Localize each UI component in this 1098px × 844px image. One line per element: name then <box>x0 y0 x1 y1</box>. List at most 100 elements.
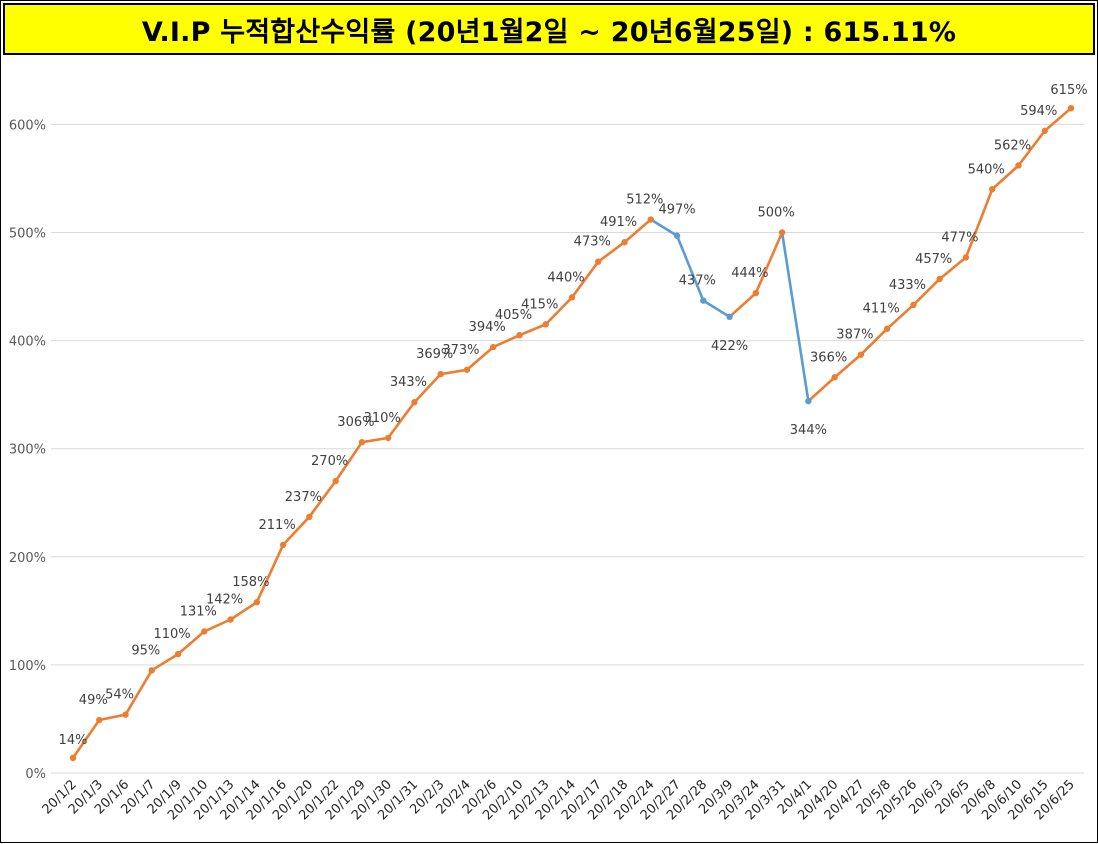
data-label: 237% <box>285 490 322 505</box>
data-label: 49% <box>79 693 108 708</box>
series-segment <box>938 256 968 281</box>
data-label: 270% <box>311 454 348 469</box>
data-point <box>726 313 733 321</box>
data-label: 415% <box>521 297 558 312</box>
data-label: 394% <box>469 320 506 335</box>
data-label: 310% <box>364 411 401 426</box>
series-segment <box>255 543 285 604</box>
series-segment <box>990 164 1020 191</box>
data-label: 473% <box>574 235 611 250</box>
data-label: 540% <box>968 162 1005 177</box>
data-label: 512% <box>626 193 663 208</box>
data-point <box>778 229 786 236</box>
series-segment <box>675 234 705 302</box>
series-segment <box>754 231 784 295</box>
data-point <box>910 301 917 309</box>
data-label: 95% <box>131 643 160 658</box>
data-point <box>253 599 261 606</box>
data-point <box>69 754 77 762</box>
data-label: 369% <box>416 347 453 362</box>
series-segment <box>859 327 889 356</box>
series-segment <box>544 296 574 326</box>
series-segment <box>596 240 626 263</box>
data-label: 211% <box>259 518 296 533</box>
data-label: 594% <box>1020 104 1057 119</box>
data-point <box>647 216 654 223</box>
y-tick-label: 200% <box>9 551 46 566</box>
data-label: 422% <box>711 339 748 354</box>
series-segment <box>71 718 101 760</box>
data-point <box>673 232 681 239</box>
data-label: 158% <box>232 575 269 590</box>
data-label: 343% <box>390 375 427 390</box>
data-point <box>490 343 497 351</box>
series-segment <box>623 218 653 244</box>
series-segment <box>203 618 232 633</box>
y-tick-label: 0% <box>25 767 46 782</box>
data-label: 440% <box>547 270 584 285</box>
data-point <box>227 616 234 623</box>
data-label: 405% <box>495 308 532 323</box>
series-segment <box>780 231 810 403</box>
data-label: 457% <box>915 252 952 267</box>
data-label: 14% <box>59 733 88 748</box>
data-point <box>96 716 103 724</box>
data-point <box>358 439 366 446</box>
y-tick-label: 600% <box>9 118 46 133</box>
data-label: 306% <box>337 415 374 430</box>
data-point <box>332 477 339 485</box>
data-label: 142% <box>206 592 243 607</box>
data-point <box>805 397 812 405</box>
series-segment <box>649 218 679 238</box>
data-label: 110% <box>153 627 190 642</box>
data-label: 500% <box>758 206 795 221</box>
series-segment <box>1017 129 1047 167</box>
series-segment <box>807 376 836 403</box>
data-point <box>831 374 838 381</box>
series-segment <box>176 630 206 656</box>
data-label: 615% <box>1050 83 1087 98</box>
data-point <box>279 541 287 549</box>
data-point <box>384 434 392 442</box>
data-label: 54% <box>105 688 134 703</box>
data-point <box>411 399 418 406</box>
y-tick-label: 300% <box>9 443 46 458</box>
data-point <box>752 289 760 297</box>
data-point <box>463 366 471 373</box>
y-tick-label: 100% <box>9 659 46 674</box>
series-segment <box>281 515 311 547</box>
data-label: 366% <box>810 350 847 365</box>
series-segment <box>491 333 521 349</box>
series-segment <box>518 323 548 337</box>
series-segment <box>570 260 600 299</box>
data-point <box>542 321 549 328</box>
data-point <box>1067 104 1075 112</box>
data-point <box>962 254 970 261</box>
data-label: 562% <box>994 138 1031 153</box>
y-tick-label: 400% <box>9 335 46 350</box>
data-label: 444% <box>731 266 768 281</box>
data-label: 437% <box>679 274 716 289</box>
data-point <box>201 628 208 635</box>
y-tick-label: 500% <box>9 227 46 242</box>
series-segment <box>97 713 127 722</box>
series-segment <box>964 187 994 259</box>
data-point <box>621 239 628 246</box>
series-segment <box>386 400 416 440</box>
data-point <box>306 513 313 521</box>
data-point <box>437 370 444 378</box>
data-label: 497% <box>658 203 695 218</box>
data-label: 373% <box>442 343 479 358</box>
data-point <box>700 297 707 304</box>
chart-title-bar: V.I.P 누적합산수익률 (20년1월2일 ~ 20년6월25일) : 615… <box>3 3 1095 55</box>
data-point <box>174 650 182 658</box>
data-point <box>148 667 155 674</box>
chart-title: V.I.P 누적합산수익률 (20년1월2일 ~ 20년6월25일) : 615… <box>141 16 957 48</box>
data-label: 411% <box>863 302 900 317</box>
series-segment <box>833 353 863 379</box>
data-point <box>122 711 129 718</box>
data-label: 387% <box>836 328 873 343</box>
series-segment <box>912 277 941 307</box>
